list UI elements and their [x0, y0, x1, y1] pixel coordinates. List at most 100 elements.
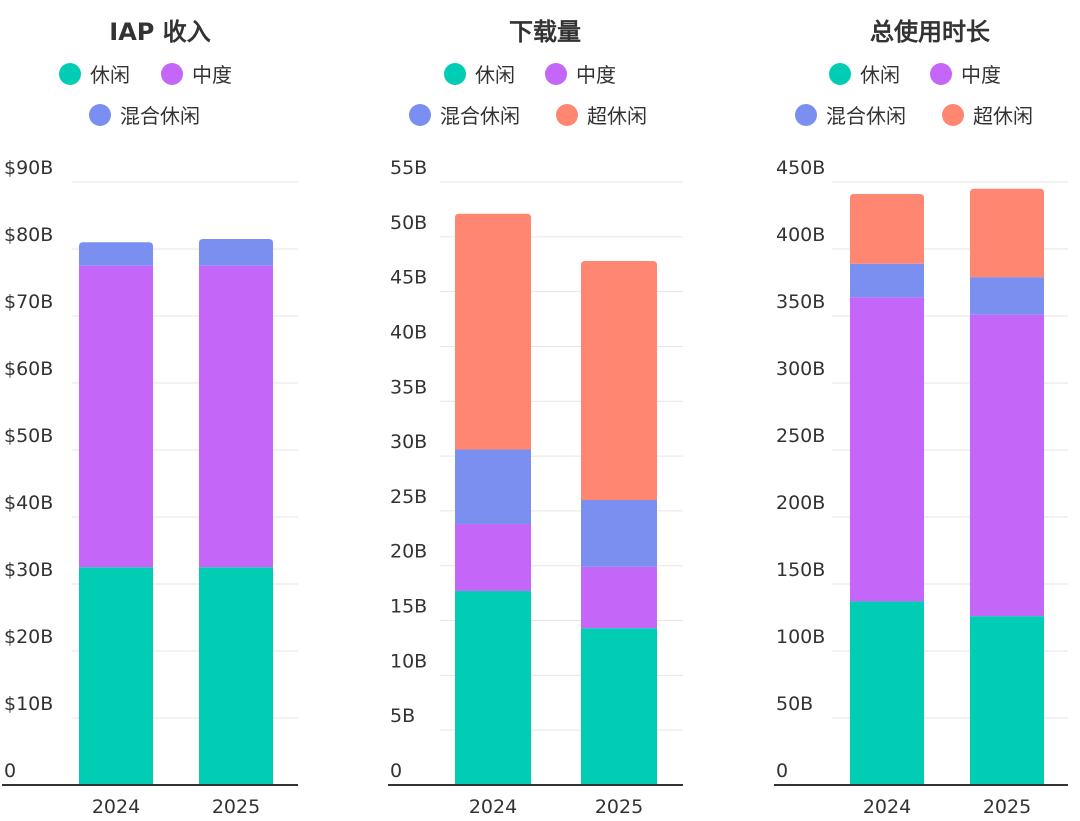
legend-swatch	[556, 104, 578, 126]
y-tick-label: 40B	[390, 321, 427, 343]
bar-segment-超休闲[interactable]	[850, 194, 924, 264]
chart-title: 下载量	[509, 18, 581, 46]
legend-label: 混合休闲	[440, 104, 520, 128]
bar-segment-超休闲[interactable]	[970, 188, 1044, 278]
bar-segment-中度[interactable]	[581, 566, 657, 629]
legend-item[interactable]: 混合休闲	[89, 104, 200, 128]
y-tick-label: $40B	[4, 492, 53, 514]
y-tick-label: 250B	[776, 425, 825, 447]
bar-segment-混合休闲[interactable]	[850, 263, 924, 298]
y-tick-label: 100B	[776, 626, 825, 648]
y-tick-label: 35B	[390, 376, 427, 398]
legend-label: 休闲	[475, 63, 515, 87]
legend-swatch	[161, 63, 183, 85]
legend-swatch	[409, 104, 431, 126]
bar-segment-超休闲[interactable]	[581, 260, 657, 500]
bar-segment-中度[interactable]	[79, 265, 153, 568]
y-tick-label: 5B	[390, 705, 415, 727]
legend-label: 中度	[576, 63, 616, 87]
bar-segment-休闲[interactable]	[581, 628, 657, 785]
x-tick-label: 2025	[595, 796, 643, 818]
legend-swatch	[545, 63, 567, 85]
legend-item[interactable]: 休闲	[829, 63, 900, 87]
y-tick-label: $20B	[4, 626, 53, 648]
legend-label: 超休闲	[587, 104, 647, 128]
legend-label: 休闲	[860, 63, 900, 87]
legend-swatch	[930, 63, 952, 85]
bar-segment-休闲[interactable]	[970, 616, 1044, 785]
x-tick-label: 2025	[212, 796, 260, 818]
bar-segment-混合休闲[interactable]	[581, 499, 657, 567]
bar-segment-超休闲[interactable]	[455, 213, 531, 450]
bar-segment-休闲[interactable]	[850, 601, 924, 785]
legend-label: 中度	[192, 63, 232, 87]
y-tick-label: $50B	[4, 425, 53, 447]
y-tick-label: 15B	[390, 596, 427, 618]
chart-title: IAP 收入	[109, 18, 210, 46]
y-tick-label: 10B	[390, 650, 427, 672]
y-tick-label: $70B	[4, 291, 53, 313]
x-tick-label: 2025	[983, 796, 1031, 818]
legend-item[interactable]: 混合休闲	[795, 104, 906, 128]
legend-swatch	[795, 104, 817, 126]
y-tick-label: 50B	[390, 212, 427, 234]
bar-segment-休闲[interactable]	[455, 590, 531, 785]
y-tick-label: $90B	[4, 157, 53, 179]
y-tick-label: 30B	[390, 431, 427, 453]
y-tick-label: $30B	[4, 559, 53, 581]
bar-segment-混合休闲[interactable]	[455, 449, 531, 525]
legend-label: 中度	[961, 63, 1001, 87]
bar-segment-混合休闲[interactable]	[79, 242, 153, 266]
y-tick-label: $10B	[4, 693, 53, 715]
x-tick-label: 2024	[92, 796, 140, 818]
y-tick-label: 0	[390, 760, 402, 782]
legend-swatch	[89, 104, 111, 126]
legend-label: 混合休闲	[120, 104, 200, 128]
bar-segment-中度[interactable]	[455, 524, 531, 591]
legend-swatch	[942, 104, 964, 126]
x-tick-label: 2024	[863, 796, 911, 818]
legend-swatch	[444, 63, 466, 85]
y-tick-label: 50B	[776, 693, 813, 715]
y-tick-label: 150B	[776, 559, 825, 581]
bar-segment-中度[interactable]	[199, 265, 273, 568]
y-tick-label: 20B	[390, 541, 427, 563]
y-tick-label: 350B	[776, 291, 825, 313]
y-tick-label: 25B	[390, 486, 427, 508]
legend-label: 超休闲	[973, 104, 1033, 128]
y-tick-label: 0	[4, 760, 16, 782]
legend-item[interactable]: 中度	[545, 63, 616, 87]
bar-segment-混合休闲[interactable]	[970, 277, 1044, 315]
legend-item[interactable]: 中度	[930, 63, 1001, 87]
legend-label: 混合休闲	[826, 104, 906, 128]
legend-item[interactable]: 超休闲	[942, 104, 1033, 128]
legend-label: 休闲	[90, 63, 130, 87]
y-tick-label: 400B	[776, 224, 825, 246]
legend-item[interactable]: 混合休闲	[409, 104, 520, 128]
y-tick-label: $80B	[4, 224, 53, 246]
y-tick-label: 450B	[776, 157, 825, 179]
bar-segment-休闲[interactable]	[199, 567, 273, 785]
legend-item[interactable]: 中度	[161, 63, 232, 87]
x-tick-label: 2024	[469, 796, 517, 818]
bar-segment-休闲[interactable]	[79, 567, 153, 785]
bar-segment-混合休闲[interactable]	[199, 238, 273, 266]
y-tick-label: 45B	[390, 267, 427, 289]
y-tick-label: 300B	[776, 358, 825, 380]
y-tick-label: 55B	[390, 157, 427, 179]
legend-item[interactable]: 超休闲	[556, 104, 647, 128]
chart-title: 总使用时长	[870, 18, 991, 46]
legend-item[interactable]: 休闲	[59, 63, 130, 87]
bar-segment-中度[interactable]	[970, 314, 1044, 617]
y-tick-label: $60B	[4, 358, 53, 380]
legend-swatch	[59, 63, 81, 85]
y-tick-label: 0	[776, 760, 788, 782]
bar-segment-中度[interactable]	[850, 297, 924, 602]
legend-swatch	[829, 63, 851, 85]
legend-item[interactable]: 休闲	[444, 63, 515, 87]
